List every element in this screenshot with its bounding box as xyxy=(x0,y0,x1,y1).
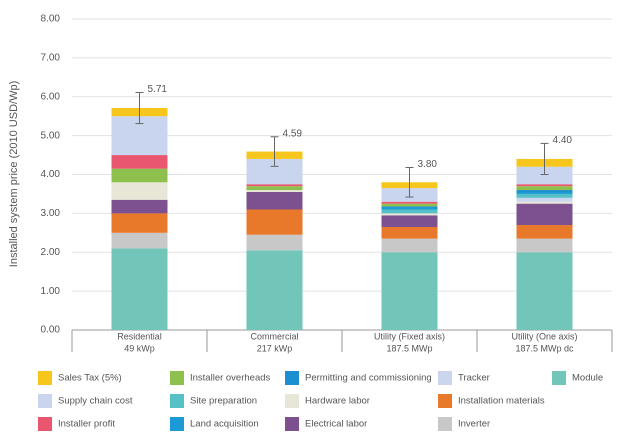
x-tick-label: Utility (One axis) xyxy=(511,331,577,341)
bar-segment xyxy=(381,207,438,210)
legend-swatch xyxy=(552,371,566,385)
bar-segment xyxy=(516,184,573,187)
bar-segment xyxy=(246,234,303,251)
legend-label: Electrical labor xyxy=(305,419,367,430)
legend-label: Supply chain cost xyxy=(58,396,133,407)
x-tick-sublabel: 217 kWp xyxy=(257,343,293,353)
bar-segment xyxy=(111,168,168,183)
bar-segment xyxy=(246,184,303,187)
legend-swatch xyxy=(38,371,52,385)
y-tick-label: 5.00 xyxy=(41,130,61,141)
bar-segment xyxy=(381,206,438,208)
legend-swatch xyxy=(438,371,452,385)
legend-swatch xyxy=(38,394,52,408)
total-label: 5.71 xyxy=(148,84,168,95)
total-label: 4.59 xyxy=(283,128,303,139)
legend-label: Module xyxy=(572,373,603,384)
bar-segment xyxy=(516,201,573,204)
bar-segment xyxy=(246,186,303,191)
bar-segment xyxy=(381,226,438,239)
bar-segment xyxy=(111,199,168,214)
bar-segment xyxy=(516,238,573,253)
bar-segment xyxy=(381,213,438,216)
bar-segment xyxy=(381,252,438,330)
legend-label: Installer overheads xyxy=(190,373,271,384)
legend-label: Permitting and commissioning xyxy=(305,373,432,384)
y-tick-label: 1.00 xyxy=(41,286,61,297)
bar-segment xyxy=(246,250,303,330)
bar-segment xyxy=(516,203,573,226)
y-tick-label: 2.00 xyxy=(41,247,61,258)
y-tick-label: 0.00 xyxy=(41,325,61,336)
x-tick-label: Residential xyxy=(117,331,162,341)
legend-swatch xyxy=(38,417,52,431)
y-tick-label: 7.00 xyxy=(41,53,61,64)
bar-segment xyxy=(516,193,573,198)
y-tick-label: 4.00 xyxy=(41,169,61,180)
total-label: 3.80 xyxy=(418,159,438,170)
legend-swatch xyxy=(438,394,452,408)
bar-segment xyxy=(111,248,168,330)
bar-segment xyxy=(111,155,168,169)
bar-segment xyxy=(111,182,168,200)
legend-swatch xyxy=(170,371,184,385)
bar-segment xyxy=(246,209,303,235)
legend-label: Sales Tax (5%) xyxy=(58,373,122,384)
legend-swatch xyxy=(285,417,299,431)
bar-segment xyxy=(381,209,438,214)
bar-segment xyxy=(111,232,168,249)
bar-segment xyxy=(516,166,573,185)
bar-segment xyxy=(246,191,303,210)
legend-label: Site preparation xyxy=(190,396,257,407)
bar-segment xyxy=(381,201,438,204)
legend-swatch xyxy=(170,417,184,431)
y-axis-label: Installed system price (2010 USD/Wp) xyxy=(8,81,20,267)
legend-swatch xyxy=(285,371,299,385)
x-tick-sublabel: 187.5 MWp xyxy=(386,343,432,353)
legend-label: Inverter xyxy=(458,419,490,430)
x-tick-sublabel: 187.5 MWp dc xyxy=(515,343,574,353)
bar-segment xyxy=(246,190,303,192)
bar-segment xyxy=(111,213,168,233)
legend-swatch xyxy=(170,394,184,408)
bar-segment xyxy=(381,238,438,253)
y-tick-label: 3.00 xyxy=(41,208,61,219)
legend-label: Installer profit xyxy=(58,419,115,430)
legend-swatch xyxy=(285,394,299,408)
bar-segment xyxy=(516,225,573,239)
x-tick-sublabel: 49 kWp xyxy=(124,343,155,353)
x-tick-label: Utility (Fixed axis) xyxy=(374,331,445,341)
x-tick-label: Commercial xyxy=(250,331,298,341)
bar-segment xyxy=(516,197,573,202)
legend-label: Land acquisition xyxy=(190,419,259,430)
bar-segment xyxy=(516,186,573,191)
y-tick-label: 6.00 xyxy=(41,91,61,102)
total-label: 4.40 xyxy=(553,135,573,146)
legend-label: Installation materials xyxy=(458,396,545,407)
bar-segment xyxy=(516,252,573,330)
legend-label: Hardware labor xyxy=(305,396,370,407)
bar-segment xyxy=(516,190,573,192)
bar-segment xyxy=(516,191,573,194)
legend-swatch xyxy=(438,417,452,431)
y-tick-label: 8.00 xyxy=(41,14,61,25)
bar-segment xyxy=(381,215,438,227)
legend-label: Tracker xyxy=(458,373,490,384)
bar-segment xyxy=(381,203,438,207)
